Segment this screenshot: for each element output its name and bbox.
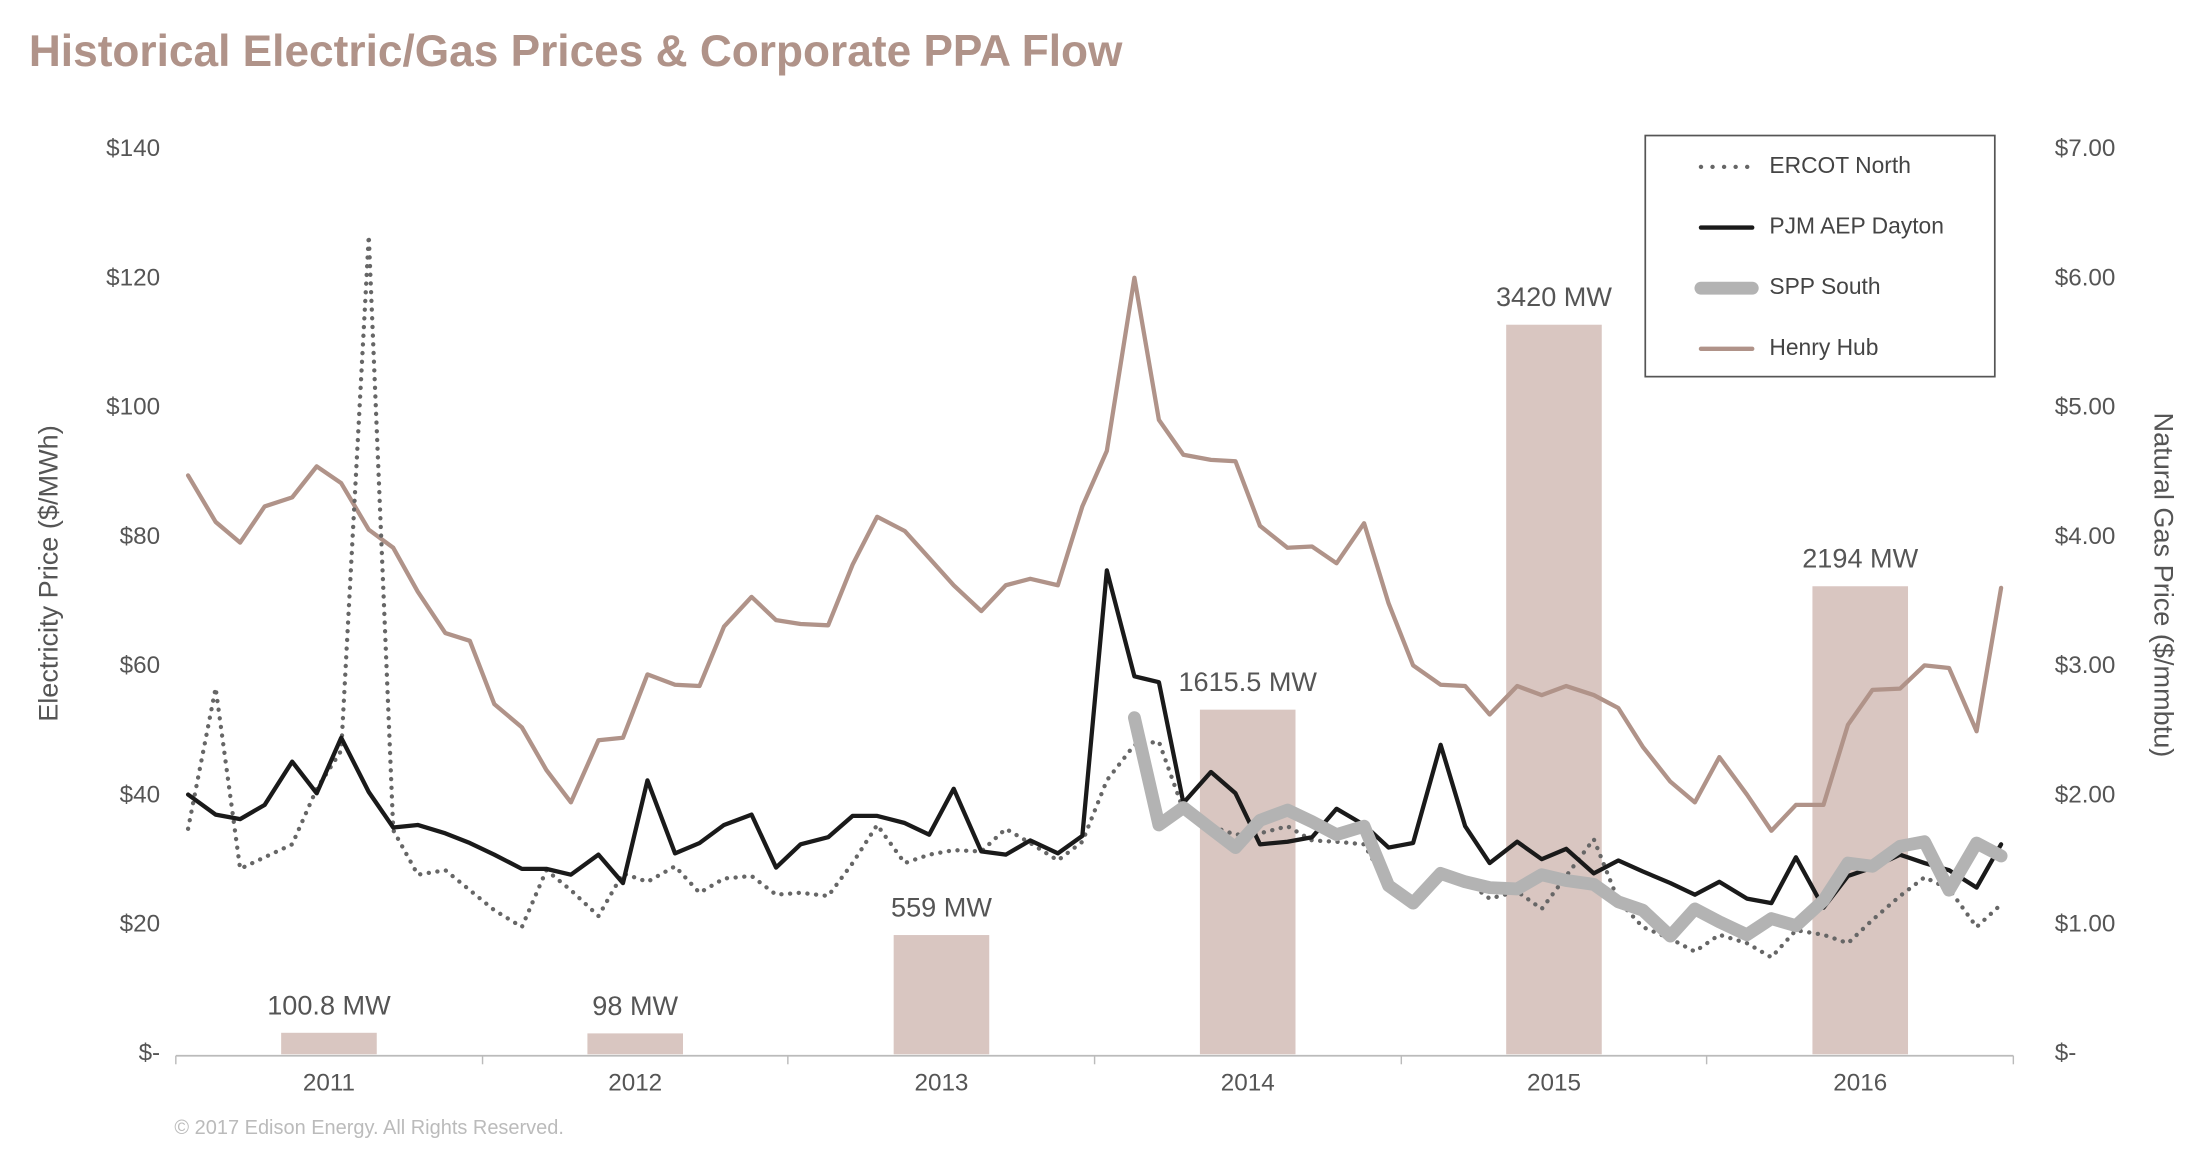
ticks: $- $20 $40 $60 $80 $100 $120 $140 $- $1.00 $2.00 $3… [106, 135, 2115, 1096]
bar-label: 2194 MW [1802, 543, 1918, 574]
y-tick-label: $120 [106, 264, 160, 291]
series-line [1127, 711, 2008, 943]
lines [185, 233, 2008, 960]
ppa-bar [587, 1033, 683, 1055]
ppa-bar [281, 1032, 377, 1055]
y-axis-title: Electricity Price ($/MWh) [32, 425, 63, 722]
bar-label: 100.8 MW [267, 989, 391, 1020]
series-line [185, 568, 2004, 910]
y2-tick-label: $4.00 [2055, 523, 2116, 550]
x-tick-label: 2015 [1527, 1070, 1581, 1097]
bar-label: 3420 MW [1496, 281, 1612, 312]
legend-box [1644, 134, 1996, 378]
x-tick-label: 2012 [608, 1070, 662, 1097]
legend-label: ERCOT North [1769, 152, 1911, 178]
y2-tick-label: $- [2055, 1040, 2077, 1067]
y2-tick-label: $7.00 [2055, 135, 2116, 162]
bars: 100.8 MW 98 MW 559 MW 1615.5 MW 3420 MW 2194 … [267, 281, 1919, 1055]
x-tick-label: 2013 [914, 1070, 968, 1097]
y2-tick-label: $1.00 [2055, 910, 2116, 937]
series-line [185, 233, 2004, 960]
y2-tick-label: $6.00 [2055, 264, 2116, 291]
y2-axis-title: Natural Gas Price ($/mmbtu) [2149, 413, 2180, 758]
legend-label: SPP South [1769, 273, 1880, 299]
x-tick-label: 2014 [1221, 1070, 1275, 1097]
chart-title: Historical Electric/Gas Prices & Corpora… [29, 27, 1123, 76]
y-tick-label: $40 [120, 781, 160, 808]
y-tick-label: $80 [120, 523, 160, 550]
y-tick-label: $100 [106, 394, 160, 421]
y-tick-label: $140 [106, 135, 160, 162]
y2-tick-label: $3.00 [2055, 652, 2116, 679]
legend: ERCOT North PJM AEP Dayton SPP South Henry … [1644, 134, 1996, 378]
series-line [185, 275, 2004, 833]
bar-label: 559 MW [891, 892, 992, 923]
legend-label: PJM AEP Dayton [1769, 213, 1944, 239]
x-axis [175, 1054, 2015, 1065]
y-tick-label: $20 [120, 910, 160, 937]
ppa-bar [893, 935, 990, 1055]
ppa-bar [1812, 586, 1909, 1055]
y2-tick-label: $5.00 [2055, 394, 2116, 421]
legend-label: Henry Hub [1769, 334, 1878, 360]
bar-label: 98 MW [592, 990, 678, 1021]
x-tick-label: 2011 [303, 1070, 355, 1097]
footnote: © 2017 Edison Energy. All Rights Reserve… [174, 1117, 564, 1139]
y2-tick-label: $2.00 [2055, 781, 2116, 808]
x-tick-label: 2016 [1833, 1070, 1887, 1097]
y-tick-label: $60 [120, 652, 160, 679]
ppa-bar [1199, 709, 1296, 1055]
y-tick-label: $- [139, 1040, 161, 1067]
bar-label: 1615.5 MW [1178, 666, 1317, 697]
